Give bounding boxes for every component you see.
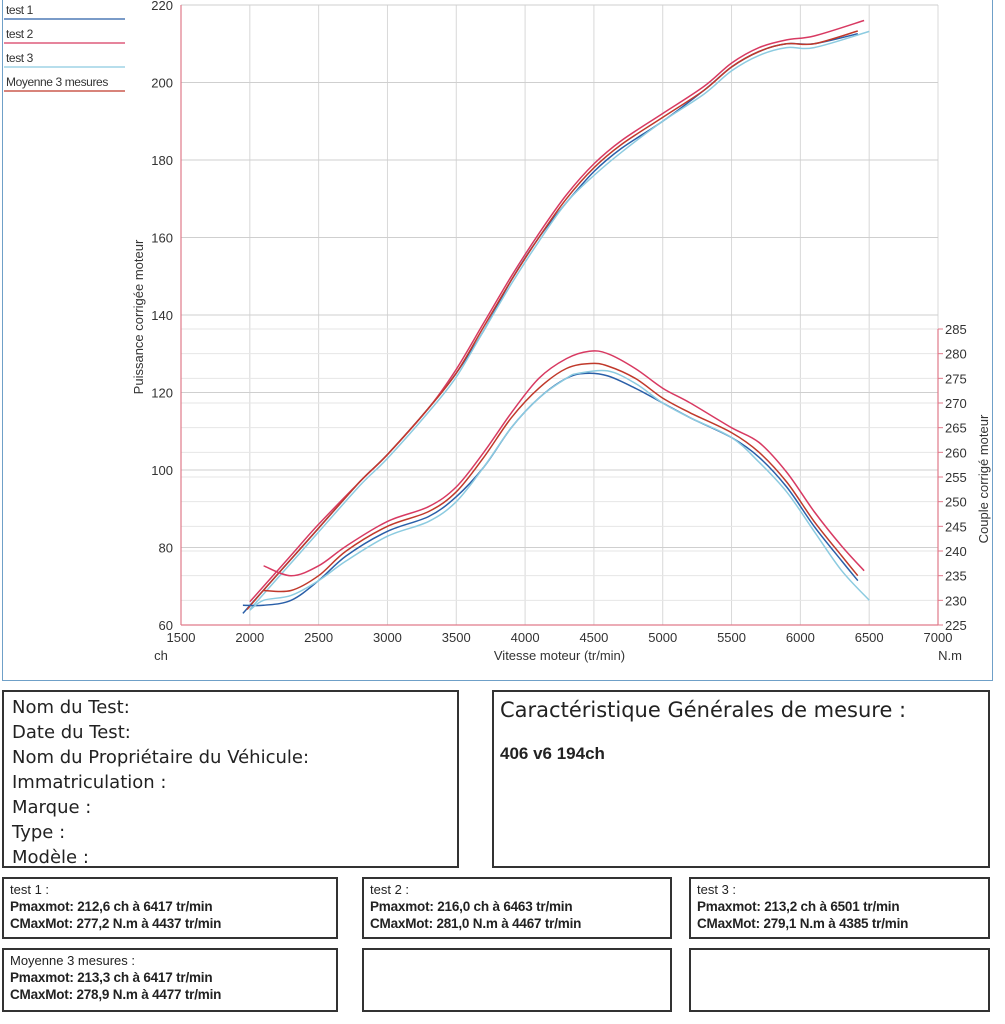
- y2-tick-label: 275: [945, 371, 967, 386]
- x-tick-label: 2000: [235, 630, 264, 645]
- type-label: Type :: [12, 822, 66, 843]
- x-tick-label: 7000: [924, 630, 953, 645]
- x-unit-right: N.m: [938, 648, 962, 663]
- x-tick-label: 4500: [579, 630, 608, 645]
- result-box-test-2: test 2 : Pmaxmot: 216,0 ch à 6463 tr/min…: [362, 877, 672, 939]
- dyno-chart: 60 80 100 120 140 160 180 200 220 225 230 235 240 245…: [4, 0, 991, 663]
- y-tick-label: 180: [151, 153, 173, 168]
- torque-line-test-1: [242, 372, 859, 607]
- legend-label: Moyenne 3 mesures: [6, 75, 108, 89]
- y-tick-label: 120: [151, 386, 173, 401]
- result-pmax: Pmaxmot: 212,6 ch à 6417 tr/min: [10, 899, 213, 914]
- result-box-average: Moyenne 3 mesures : Pmaxmot: 213,3 ch à …: [2, 948, 338, 1012]
- y2-tick-label: 260: [945, 445, 967, 460]
- power-line-moyenne-3-mesures: [246, 30, 859, 610]
- result-cmax: CMaxMot: 278,9 N.m à 4477 tr/min: [10, 987, 222, 1002]
- legend-label: test 2: [6, 27, 34, 41]
- x-tick-label: 1500: [167, 630, 196, 645]
- result-cmax: CMaxMot: 279,1 N.m à 4385 tr/min: [697, 916, 909, 931]
- y-tick-label: 80: [159, 541, 173, 556]
- result-label: test 3 :: [697, 882, 737, 897]
- x-tick-label: 2500: [304, 630, 333, 645]
- test-name-label: Nom du Test:: [12, 697, 130, 718]
- test-info-box: Nom du Test: Date du Test: Nom du Propri…: [2, 690, 459, 868]
- x-tick-label: 3500: [442, 630, 471, 645]
- y2-axis-title: Couple corrigé moteur: [976, 414, 991, 543]
- result-box-empty-2: [689, 948, 990, 1012]
- x-tick-label: 6500: [855, 630, 884, 645]
- legend-label: test 1: [6, 3, 34, 17]
- y2-tick-label: 255: [945, 470, 967, 485]
- x-unit-left: ch: [154, 648, 168, 663]
- y2-tick-label: 280: [945, 347, 967, 362]
- torque-line-test-3: [249, 369, 870, 611]
- y-tick-label: 200: [151, 76, 173, 91]
- chart-frame-right: [992, 0, 993, 680]
- x-axis-title: Vitesse moteur (tr/min): [494, 648, 625, 663]
- result-pmax: Pmaxmot: 216,0 ch à 6463 tr/min: [370, 899, 573, 914]
- result-label: test 2 :: [370, 882, 410, 897]
- result-pmax: Pmaxmot: 213,3 ch à 6417 tr/min: [10, 970, 213, 985]
- x-tick-label: 5000: [648, 630, 677, 645]
- y2-tick-label: 245: [945, 519, 967, 534]
- result-box-test-1: test 1 : Pmaxmot: 212,6 ch à 6417 tr/min…: [2, 877, 338, 939]
- y-axis-title: Puissance corrigée moteur: [131, 239, 146, 394]
- legend-label: test 3: [6, 51, 34, 65]
- y-tick-label: 140: [151, 308, 173, 323]
- result-box-test-3: test 3 : Pmaxmot: 213,2 ch à 6501 tr/min…: [689, 877, 990, 939]
- y2-tick-label: 285: [945, 322, 967, 337]
- power-line-test-3: [249, 30, 870, 610]
- characteristics-title: Caractéristique Générales de mesure :: [500, 698, 907, 722]
- x-tick-label: 4000: [511, 630, 540, 645]
- y2-tick-label: 230: [945, 593, 967, 608]
- result-cmax: CMaxMot: 277,2 N.m à 4437 tr/min: [10, 916, 222, 931]
- chart-frame-bottom: [2, 680, 993, 681]
- registration-label: Immatriculation :: [12, 772, 167, 793]
- y2-tick-label: 265: [945, 421, 967, 436]
- result-pmax: Pmaxmot: 213,2 ch à 6501 tr/min: [697, 899, 900, 914]
- brand-label: Marque :: [12, 797, 92, 818]
- owner-name-label: Nom du Propriétaire du Véhicule:: [12, 747, 310, 768]
- test-date-label: Date du Test:: [12, 722, 131, 743]
- y2-tick-label: 240: [945, 544, 967, 559]
- y-tick-label: 60: [159, 618, 173, 633]
- y2-tick-label: 270: [945, 396, 967, 411]
- model-label: Modèle :: [12, 847, 89, 868]
- x-tick-label: 5500: [717, 630, 746, 645]
- y-tick-label: 160: [151, 231, 173, 246]
- result-label: Moyenne 3 mesures :: [10, 953, 136, 968]
- x-tick-label: 3000: [373, 630, 402, 645]
- vehicle-name: 406 v6 194ch: [500, 744, 605, 763]
- y-tick-label: 220: [151, 0, 173, 13]
- chart-canvas: 60 80 100 120 140 160 180 200 220 225 230 235 240 245…: [4, 0, 991, 663]
- result-cmax: CMaxMot: 281,0 N.m à 4467 tr/min: [370, 916, 582, 931]
- chart-frame-left: [2, 0, 3, 680]
- torque-line-moyenne-3-mesures: [263, 362, 859, 593]
- x-tick-label: 6000: [786, 630, 815, 645]
- power-line-test-2: [249, 19, 865, 603]
- torque-line-test-2: [263, 350, 865, 577]
- y2-tick-label: 225: [945, 618, 967, 633]
- y-tick-label: 100: [151, 463, 173, 478]
- y2-tick-label: 235: [945, 569, 967, 584]
- result-box-empty-1: [362, 948, 672, 1012]
- result-label: test 1 :: [10, 882, 50, 897]
- y2-tick-label: 250: [945, 495, 967, 510]
- characteristics-box: Caractéristique Générales de mesure : 40…: [492, 690, 990, 868]
